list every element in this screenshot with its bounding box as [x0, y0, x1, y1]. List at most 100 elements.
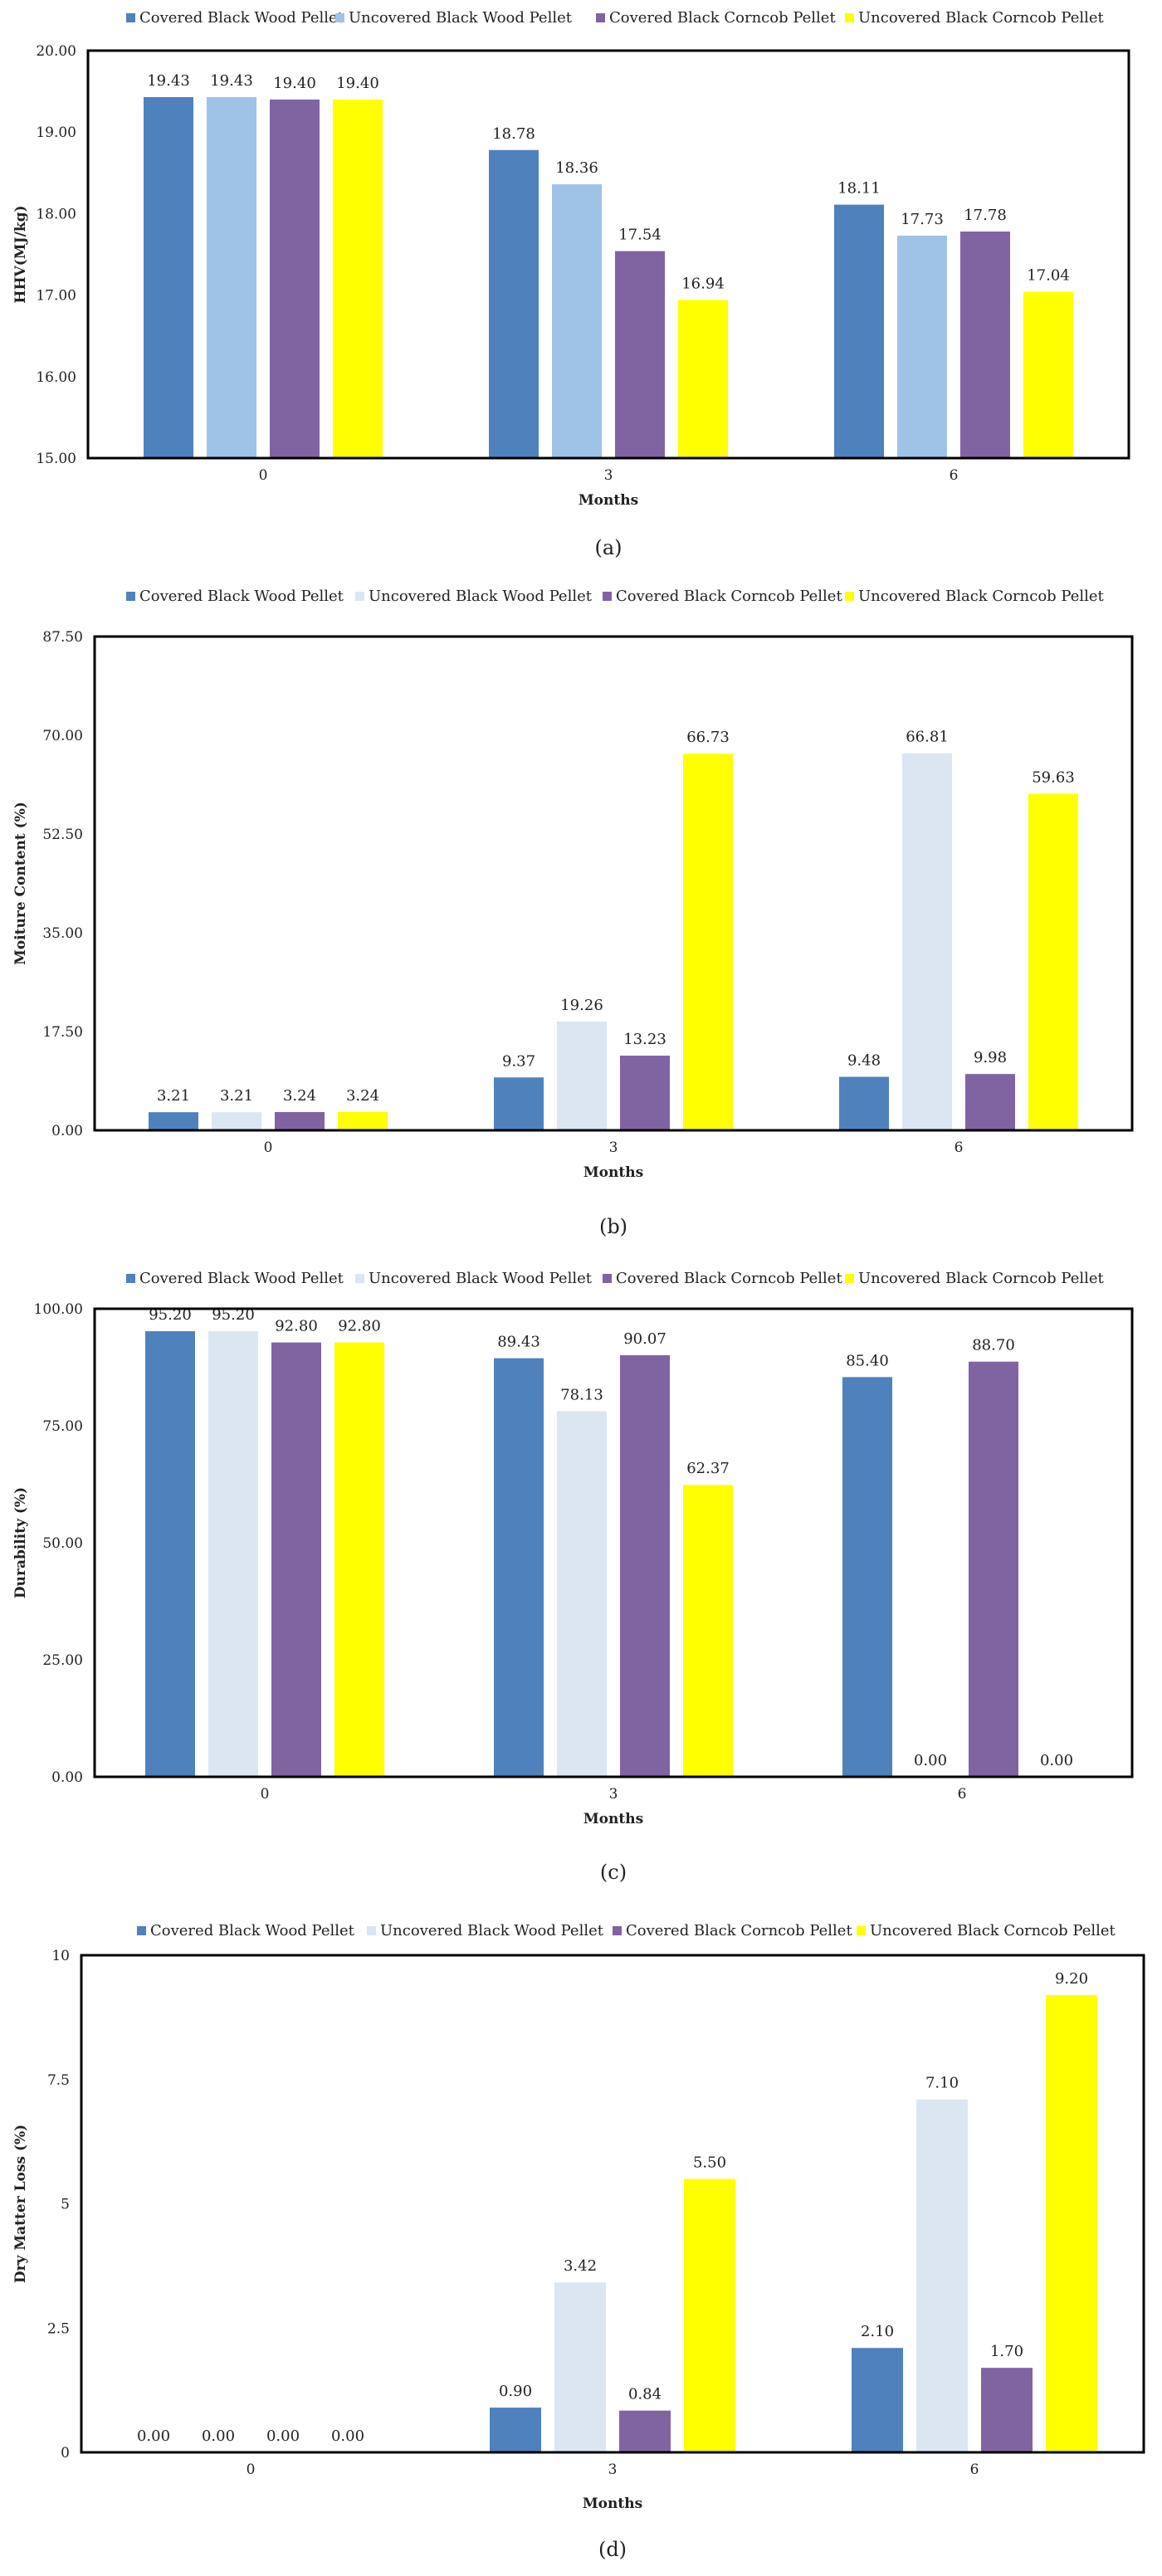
legend-swatch	[126, 13, 135, 22]
bar	[619, 2410, 671, 2452]
data-label: 90.07	[623, 1330, 666, 1348]
data-label: 19.43	[147, 72, 190, 90]
legend-swatch	[845, 592, 854, 601]
bar	[1023, 291, 1073, 458]
data-label: 3.21	[157, 1087, 190, 1105]
bar	[981, 2368, 1033, 2452]
bar	[678, 300, 728, 458]
data-label: 9.37	[502, 1052, 535, 1070]
y-tick-label: 2.5	[47, 2320, 70, 2337]
data-label: 66.73	[686, 729, 730, 746]
data-label: 17.54	[618, 227, 662, 244]
plot-frame	[80, 1954, 1145, 2454]
bar	[212, 1112, 261, 1130]
legend-label: Covered Black Corncob Pellet	[609, 9, 836, 27]
x-tick-label: 6	[950, 467, 959, 484]
y-tick-label: 17.00	[36, 288, 76, 305]
data-label: 3.21	[220, 1087, 253, 1105]
bar	[145, 1331, 195, 1777]
y-axis-title: Moiture Content (%)	[12, 802, 29, 965]
y-tick-label: 5	[61, 2197, 70, 2213]
x-tick-label: 6	[954, 1139, 964, 1156]
legend-swatch	[126, 592, 135, 601]
y-tick-label: 7.5	[47, 2072, 70, 2089]
legend-label: Uncovered Black Wood Pellet	[369, 588, 593, 605]
bar	[207, 96, 256, 458]
legend-label: Covered Black Corncob Pellet	[616, 1270, 842, 1287]
bar	[271, 1342, 321, 1777]
y-axis-title: HHV(MJ/kg)	[12, 205, 29, 303]
bar	[615, 251, 665, 458]
bar	[333, 99, 383, 459]
legend-swatch	[613, 1926, 622, 1935]
bar	[916, 2099, 968, 2452]
y-tick-label: 35.00	[42, 925, 83, 942]
y-tick-label: 100.00	[34, 1301, 83, 1318]
y-tick-label: 25.00	[42, 1652, 83, 1669]
x-tick-label: 6	[958, 1786, 967, 1803]
data-label: 9.48	[847, 1052, 881, 1070]
data-label: 85.40	[846, 1352, 889, 1369]
data-label: 95.20	[149, 1306, 192, 1324]
bar	[557, 1411, 607, 1777]
plot-frame	[86, 49, 1130, 460]
legend-swatch	[596, 13, 605, 22]
data-label: 0.00	[137, 2427, 170, 2445]
data-label: 59.63	[1032, 769, 1075, 787]
chart-panel: Covered Black Wood Pellet Uncovered Black…	[12, 1922, 1145, 2561]
bar	[270, 99, 320, 459]
data-label: 19.40	[336, 75, 379, 92]
data-label: 62.37	[686, 1460, 730, 1477]
data-label: 0.00	[266, 2427, 300, 2445]
bar	[839, 1076, 889, 1130]
y-tick-label: 19.00	[36, 124, 76, 141]
data-label: 66.81	[906, 729, 949, 746]
bar	[960, 232, 1010, 458]
bar	[1046, 1994, 1097, 2452]
bar	[683, 754, 733, 1130]
data-label: 5.50	[693, 2154, 726, 2172]
data-label: 92.80	[275, 1318, 318, 1335]
x-axis-title: Months	[583, 1811, 643, 1827]
panel-caption: (d)	[598, 2538, 627, 2561]
legend-label: Covered Black Wood Pellet	[139, 1270, 344, 1287]
legend-label: Covered Black Wood Pellet	[139, 588, 344, 605]
bar	[969, 1361, 1018, 1777]
data-label: 13.23	[623, 1031, 666, 1048]
x-tick-label: 3	[609, 1786, 618, 1803]
y-tick-label: 16.00	[36, 369, 76, 386]
x-axis-title: Months	[583, 2496, 642, 2512]
y-axis-title: Durability (%)	[12, 1487, 29, 1598]
legend-label: Covered Black Wood Pellet	[150, 1922, 355, 1939]
data-label: 0.00	[1040, 1752, 1073, 1769]
bar	[620, 1056, 670, 1130]
data-label: 18.78	[492, 125, 535, 143]
data-label: 92.80	[338, 1318, 381, 1335]
x-tick-label: 0	[259, 467, 268, 484]
y-tick-label: 52.50	[42, 827, 83, 843]
legend-swatch	[126, 1274, 135, 1283]
legend-swatch	[857, 1926, 866, 1935]
data-label: 95.20	[212, 1306, 255, 1324]
legend-label: Uncovered Black Wood Pellet	[349, 9, 573, 27]
bar	[554, 2282, 606, 2452]
legend-label: Covered Black Corncob Pellet	[626, 1922, 852, 1939]
bar	[683, 1485, 733, 1777]
y-tick-label: 50.00	[42, 1535, 83, 1552]
data-label: 3.24	[346, 1087, 379, 1105]
y-tick-label: 17.50	[42, 1024, 83, 1041]
legend-label: Uncovered Black Wood Pellet	[380, 1922, 604, 1939]
chart-panel: Covered Black Wood Pellet Uncovered Black…	[12, 1270, 1134, 1884]
legend-swatch	[355, 1274, 364, 1283]
plot-frame	[93, 1307, 1134, 1778]
x-tick-label: 6	[970, 2461, 979, 2478]
legend-label: Uncovered Black Wood Pellet	[369, 1270, 593, 1287]
bar	[489, 149, 539, 458]
bar	[620, 1355, 670, 1777]
legend-label: Uncovered Black Corncob Pellet	[858, 9, 1105, 27]
x-axis-title: Months	[579, 492, 638, 509]
bar	[965, 1074, 1015, 1130]
chart-panel: Covered Black Wood Pellet Uncovered Black…	[12, 9, 1130, 559]
panel-caption: (b)	[599, 1215, 627, 1238]
legend-label: Uncovered Black Corncob Pellet	[858, 588, 1105, 605]
